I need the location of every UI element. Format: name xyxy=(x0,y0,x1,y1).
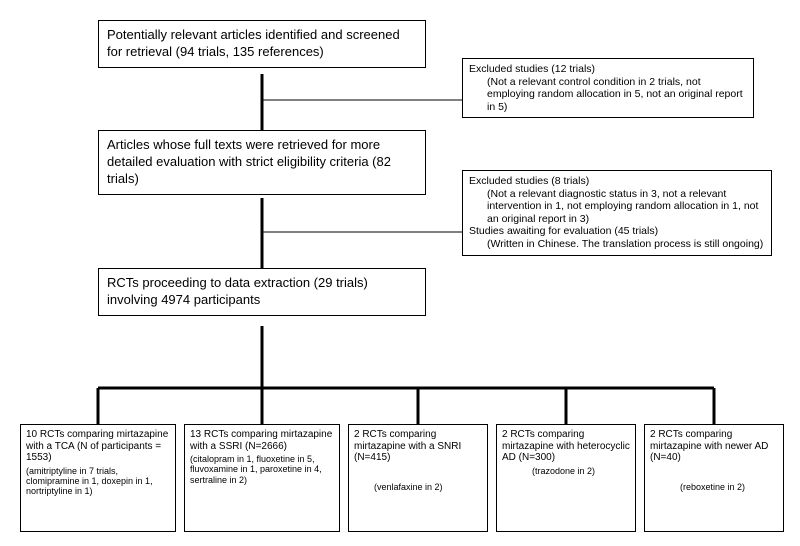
main-box-fulltext: Articles whose full texts were retrieved… xyxy=(98,130,426,195)
side-box-excluded-8-awaiting: Excluded studies (8 trials) (Not a relev… xyxy=(462,170,772,256)
bottom-title: 2 RCTs comparing mirtazapine with newer … xyxy=(650,429,768,463)
bottom-title: 2 RCTs comparing mirtazapine with hetero… xyxy=(502,429,630,463)
bottom-sub: (citalopram in 1, fluoxetine in 5, fluvo… xyxy=(190,454,334,485)
side-title: Excluded studies (8 trials) xyxy=(469,175,589,187)
bottom-box-newer-ad: 2 RCTs comparing mirtazapine with newer … xyxy=(644,424,784,532)
side-detail: (Not a relevant diagnostic status in 3, … xyxy=(469,188,765,226)
bottom-title: 10 RCTs comparing mirtazapine with a TCA… xyxy=(26,429,168,463)
main-box-text: Articles whose full texts were retrieved… xyxy=(107,137,391,186)
side-detail: (Written in Chinese. The translation pro… xyxy=(469,238,765,251)
bottom-sub: (amitriptyline in 7 trials, clomipramine… xyxy=(26,466,170,497)
bottom-title: 2 RCTs comparing mirtazapine with a SNRI… xyxy=(354,429,461,463)
side-title: Excluded studies (12 trials) xyxy=(469,63,595,75)
side-box-excluded-12: Excluded studies (12 trials) (Not a rele… xyxy=(462,58,754,118)
main-box-text: RCTs proceeding to data extraction (29 t… xyxy=(107,275,368,307)
bottom-sub: (trazodone in 2) xyxy=(502,466,630,476)
bottom-sub: (reboxetine in 2) xyxy=(650,482,778,492)
bottom-box-tca: 10 RCTs comparing mirtazapine with a TCA… xyxy=(20,424,176,532)
main-box-text: Potentially relevant articles identified… xyxy=(107,27,400,59)
bottom-sub: (venlafaxine in 2) xyxy=(354,482,482,492)
main-box-identified: Potentially relevant articles identified… xyxy=(98,20,426,68)
side-title: Studies awaiting for evaluation (45 tria… xyxy=(469,225,765,238)
bottom-box-snri: 2 RCTs comparing mirtazapine with a SNRI… xyxy=(348,424,488,532)
bottom-box-heterocyclic: 2 RCTs comparing mirtazapine with hetero… xyxy=(496,424,636,532)
side-detail: (Not a relevant control condition in 2 t… xyxy=(469,76,747,114)
bottom-title: 13 RCTs comparing mirtazapine with a SSR… xyxy=(190,429,332,452)
main-box-rct: RCTs proceeding to data extraction (29 t… xyxy=(98,268,426,316)
bottom-box-ssri: 13 RCTs comparing mirtazapine with a SSR… xyxy=(184,424,340,532)
